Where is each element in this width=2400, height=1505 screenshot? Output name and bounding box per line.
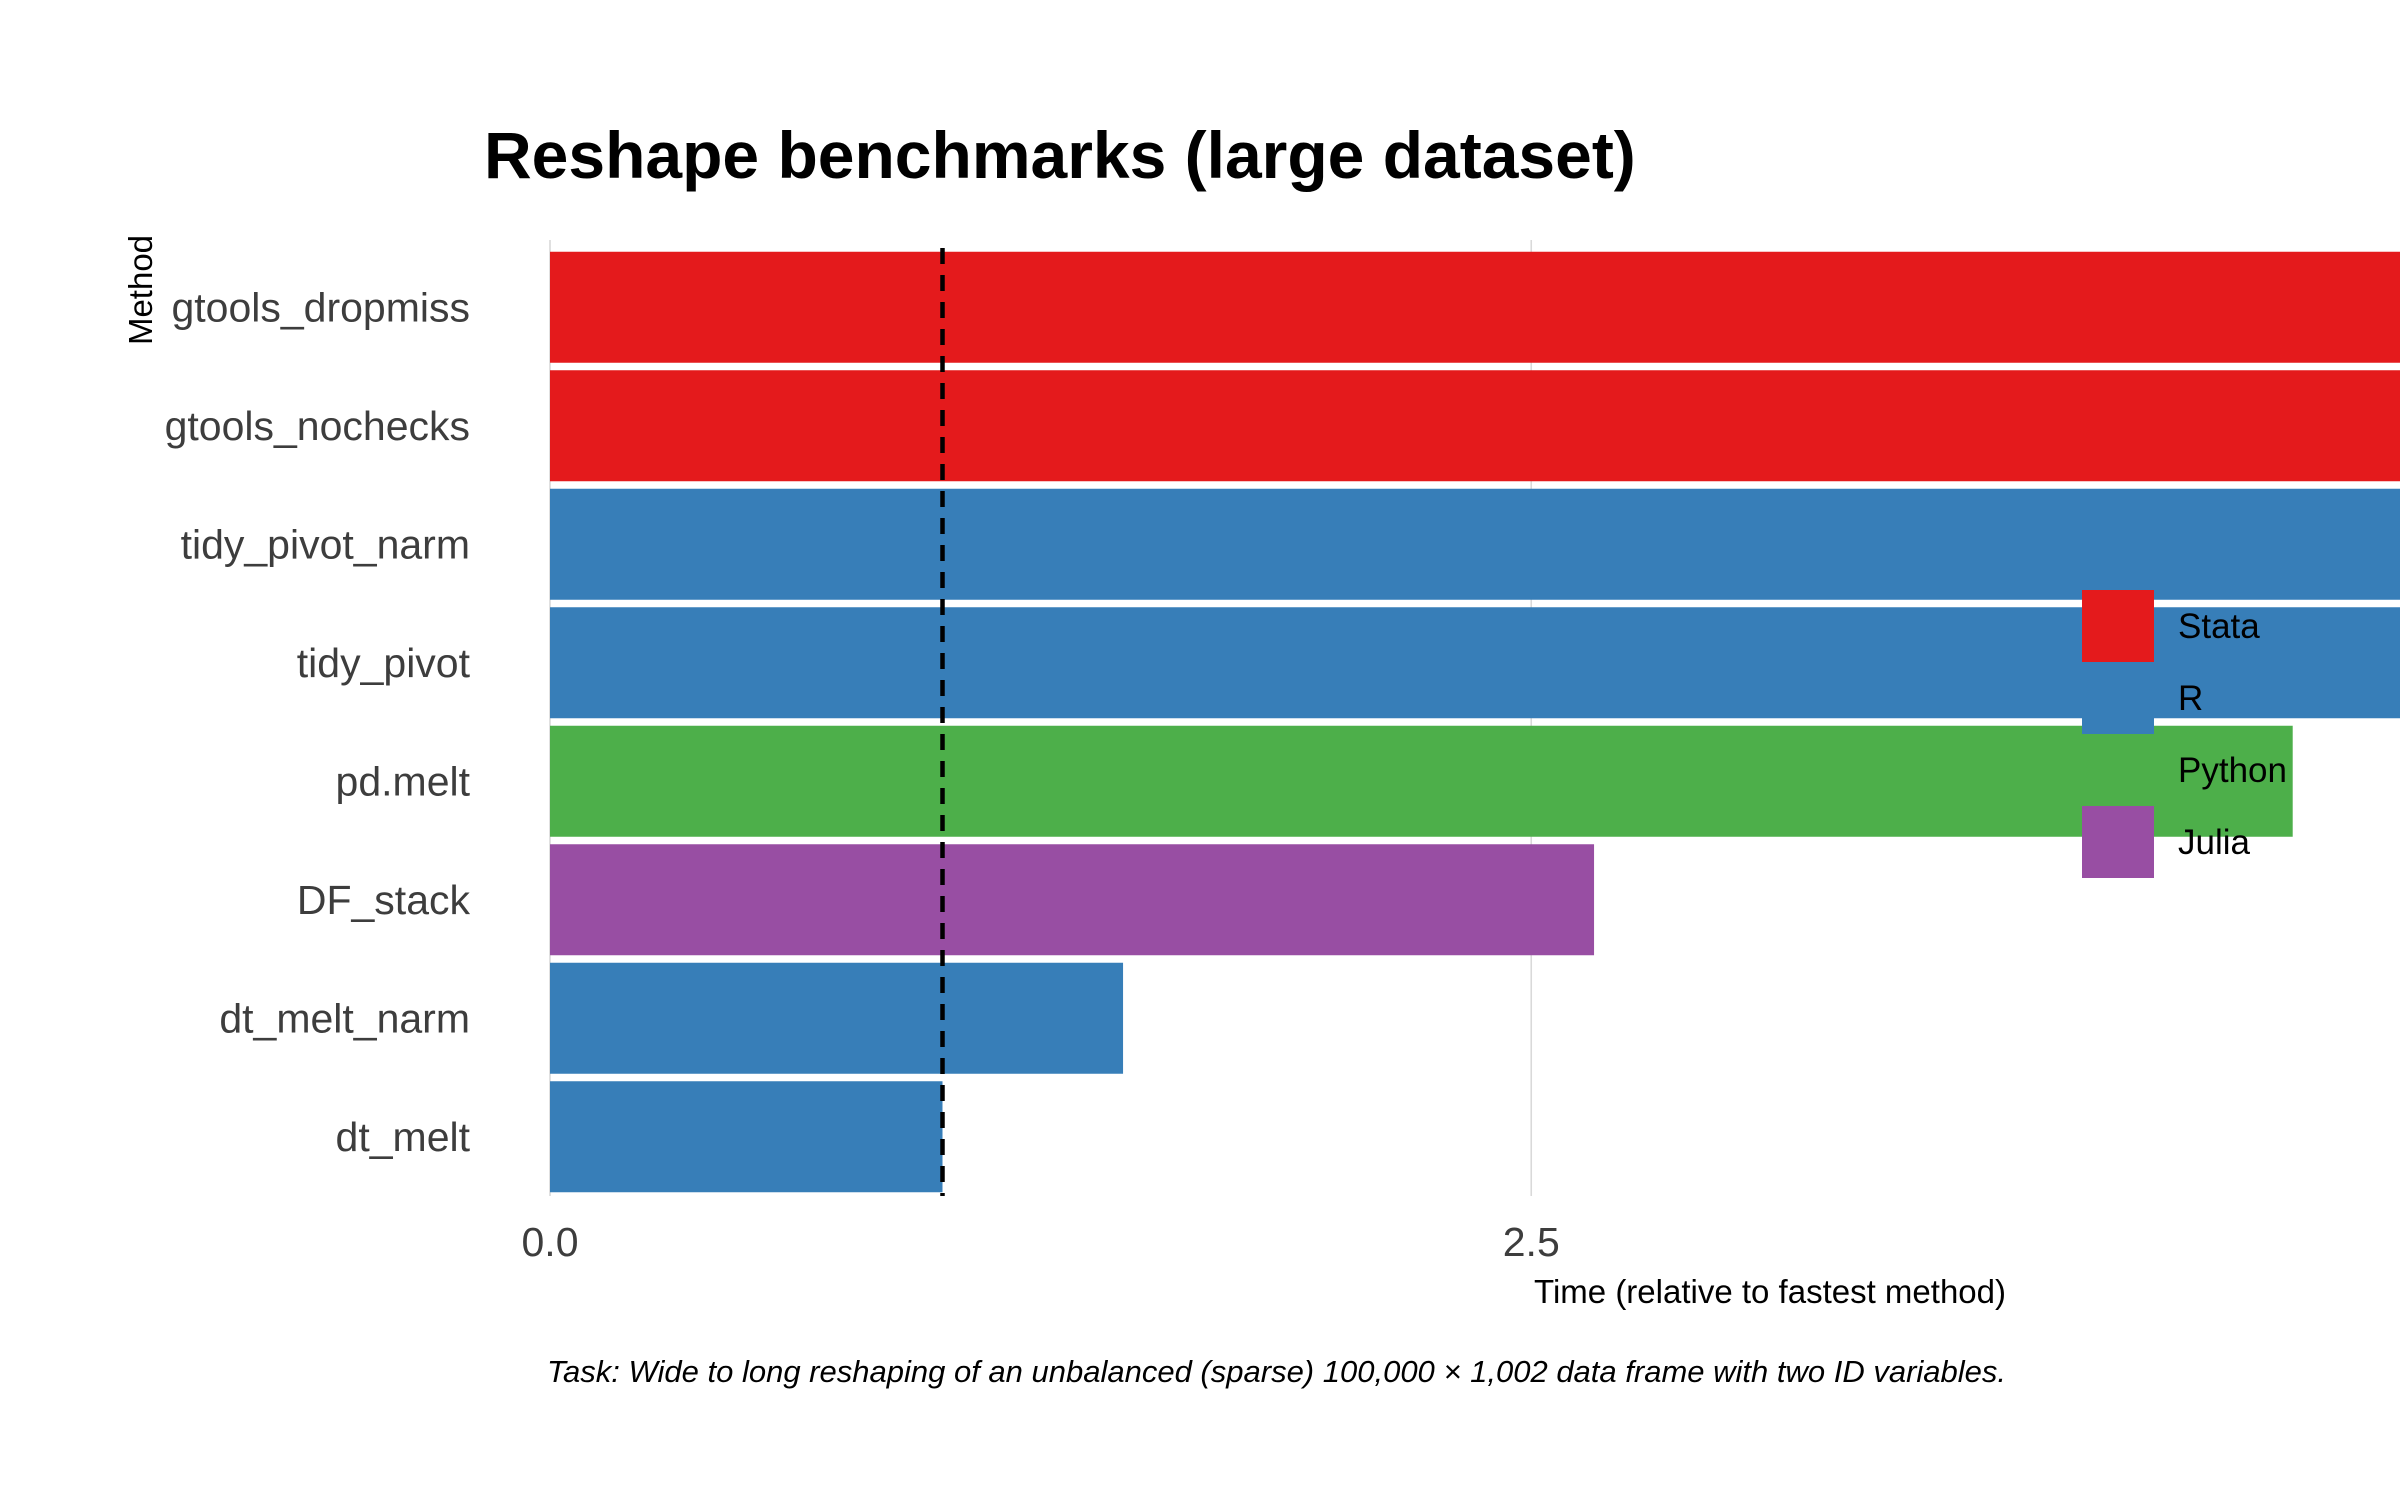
x-tick-label-1: 2.5 xyxy=(1503,1219,1560,1265)
category-label-dt-melt: dt_melt xyxy=(336,1114,471,1160)
category-label-gtools-dropmiss: gtools_dropmiss xyxy=(171,284,470,330)
bar-pd-melt xyxy=(550,726,2293,837)
category-label-gtools-nochecks: gtools_nochecks xyxy=(165,403,470,449)
category-labels: gtools_dropmiss gtools_nochecks tidy_pivot… xyxy=(165,284,471,1160)
legend-label-stata: Stata xyxy=(2178,607,2260,646)
bar-dt-melt xyxy=(550,1081,943,1192)
legend-key-r xyxy=(2082,662,2154,734)
legend-key-julia xyxy=(2082,806,2154,878)
bar-gtools-nochecks xyxy=(550,370,2400,481)
legend-label-julia: Julia xyxy=(2178,823,2251,862)
x-tick-labels: 0.02.55.07.5 xyxy=(522,1219,2400,1265)
x-axis-title: Time (relative to fastest method) xyxy=(1534,1273,2006,1310)
category-label-pd-melt: pd.melt xyxy=(336,758,471,804)
category-label-dt-melt-narm: dt_melt_narm xyxy=(219,995,470,1041)
category-label-tidy-pivot: tidy_pivot xyxy=(297,640,471,686)
legend-label-python: Python xyxy=(2178,751,2287,790)
category-label-df-stack: DF_stack xyxy=(297,877,471,923)
bar-gtools-dropmiss xyxy=(550,252,2400,363)
category-label-tidy-pivot-narm: tidy_pivot_narm xyxy=(181,521,470,567)
chart-caption: Task: Wide to long reshaping of an unbal… xyxy=(547,1354,2006,1389)
bar-df-stack xyxy=(550,844,1594,955)
y-axis-title: Method xyxy=(122,235,159,345)
legend-key-stata xyxy=(2082,590,2154,662)
bar-dt-melt-narm xyxy=(550,963,1123,1074)
legend-label-r: R xyxy=(2178,679,2203,718)
legend-key-python xyxy=(2082,734,2154,806)
bar-tidy-pivot-narm xyxy=(550,489,2400,600)
chart-title: Reshape benchmarks (large dataset) xyxy=(484,118,1636,192)
x-tick-label-0: 0.0 xyxy=(522,1219,579,1265)
